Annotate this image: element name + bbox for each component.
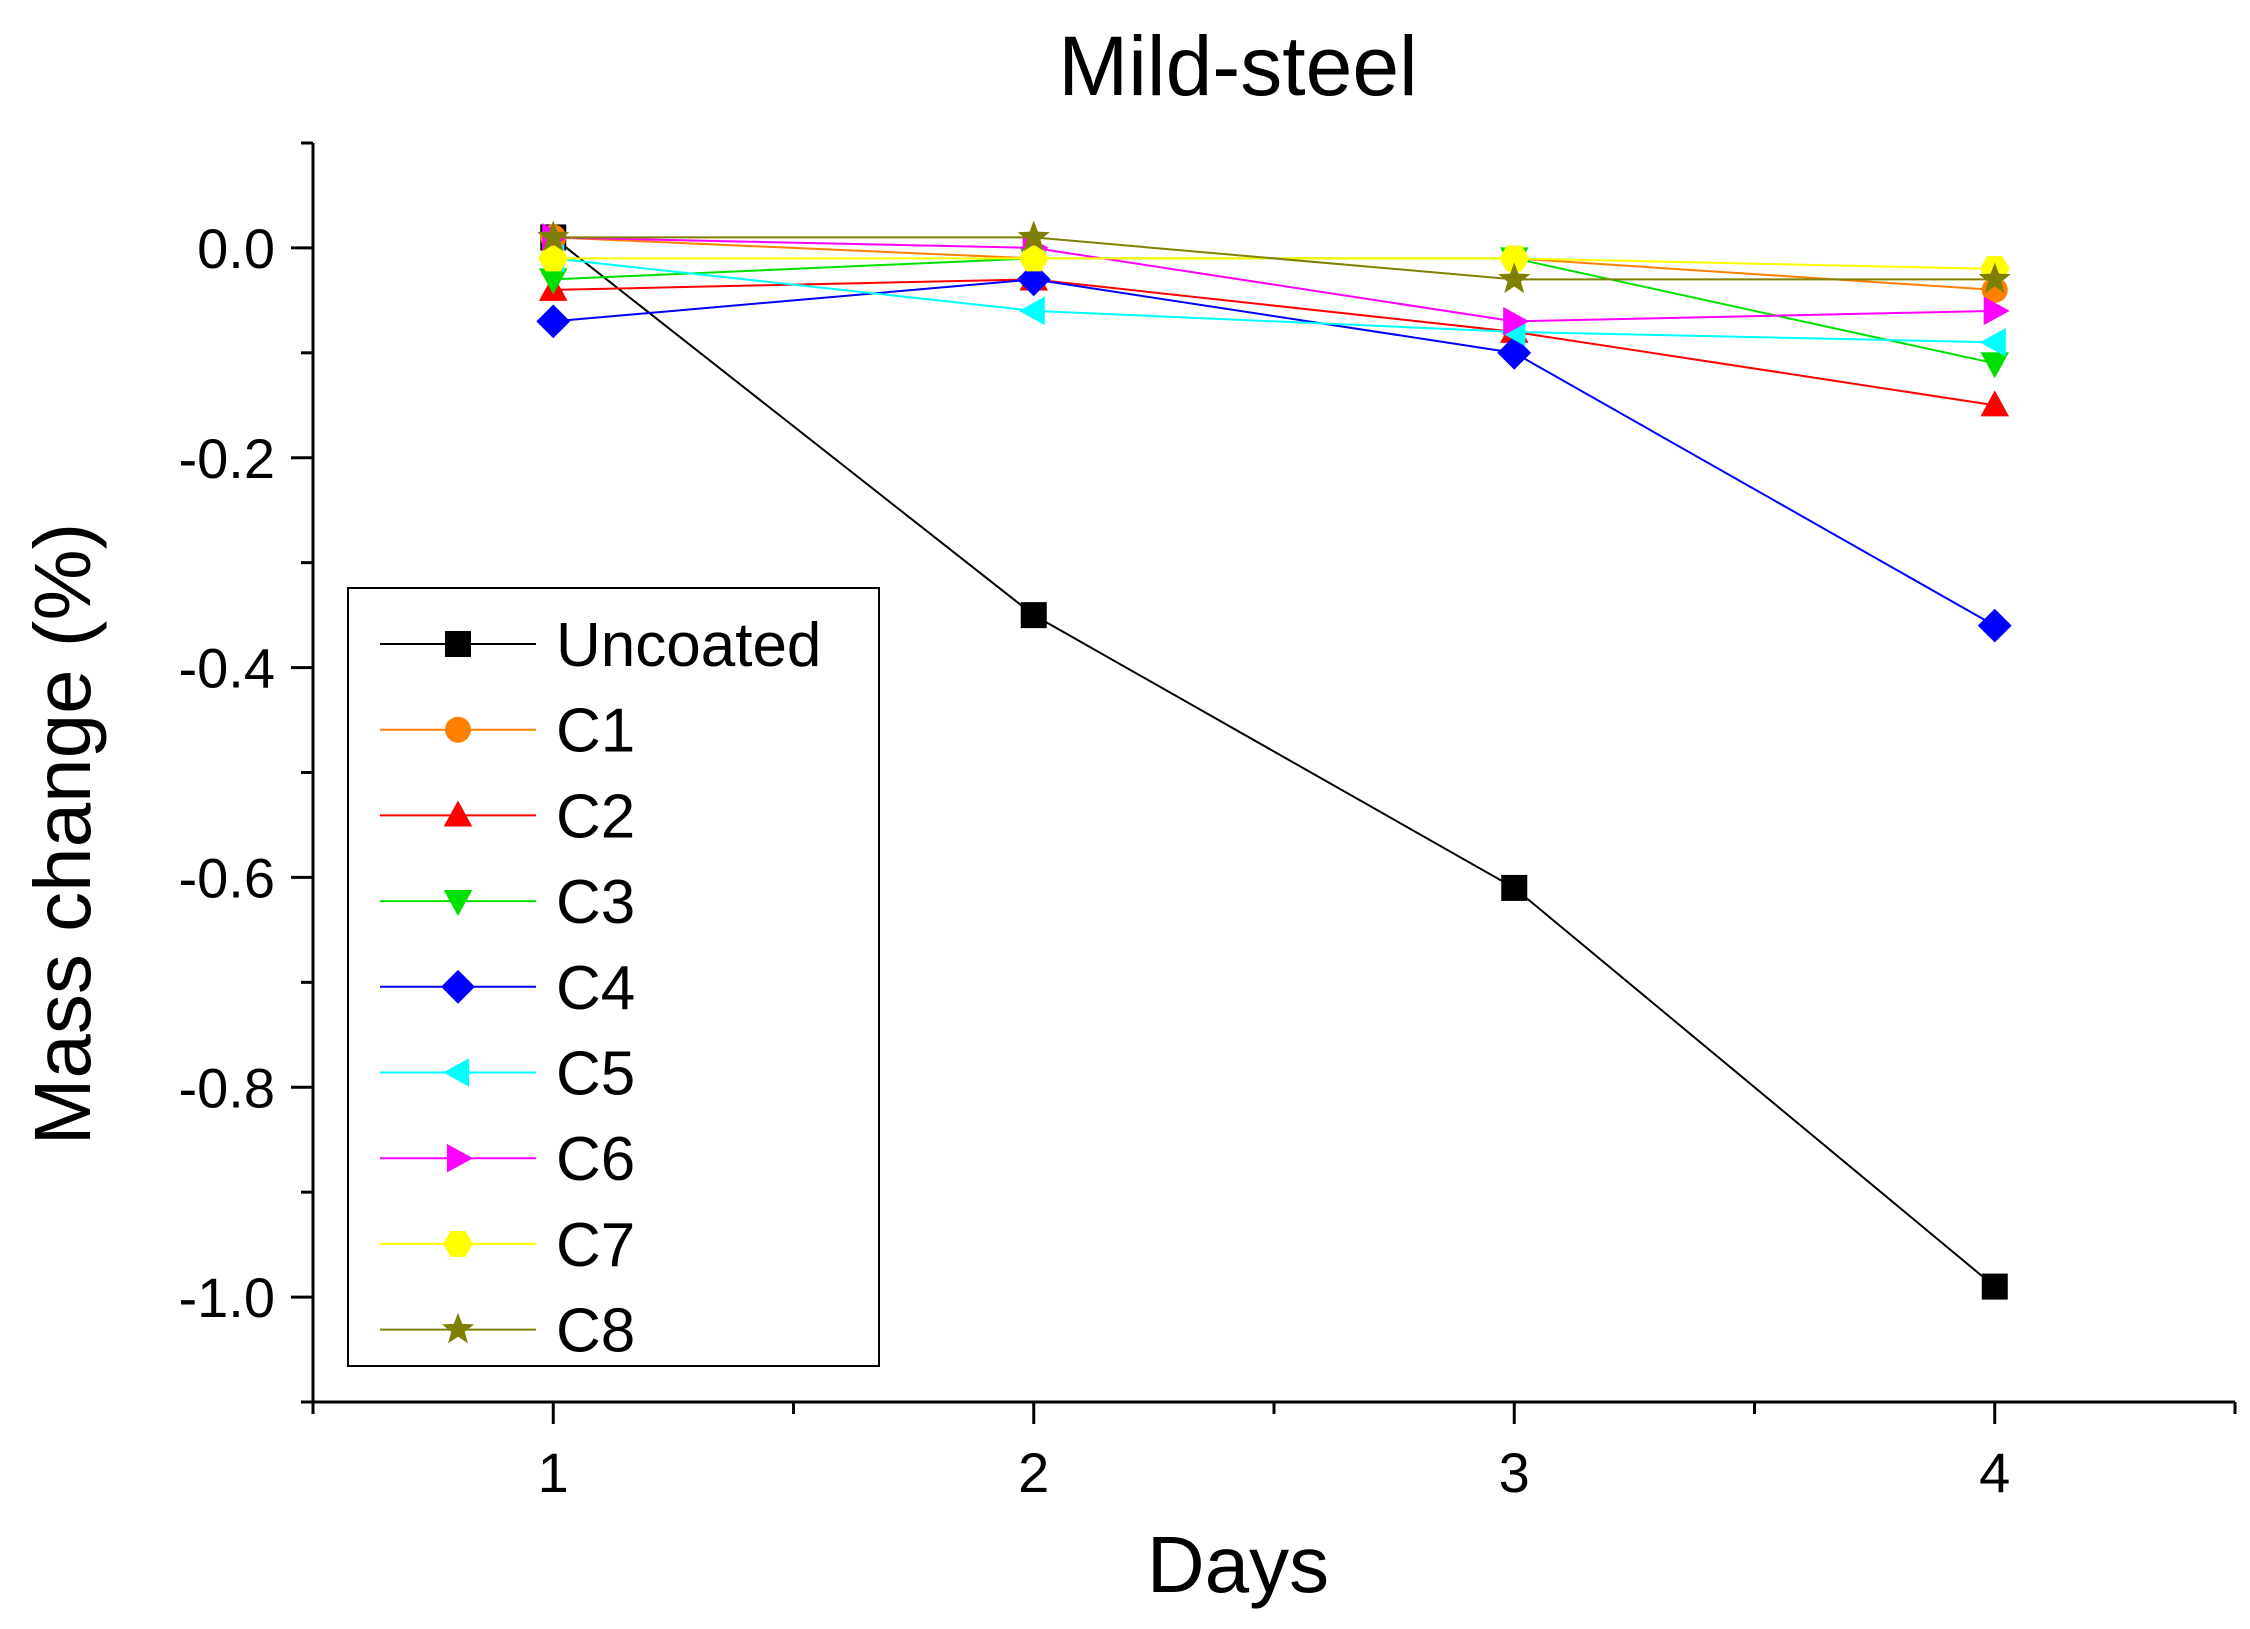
legend-marker	[441, 969, 475, 1004]
legend-marker	[443, 1058, 470, 1087]
data-point	[537, 220, 570, 252]
legend-marker	[443, 1230, 473, 1257]
legend-label: C7	[556, 1211, 635, 1280]
series-c3	[538, 247, 2010, 379]
x-tick-label: 2	[1018, 1441, 1049, 1504]
legend-marker	[443, 890, 473, 917]
y-tick-label: -0.6	[179, 846, 276, 909]
data-point	[1503, 307, 1530, 336]
x-tick-label: 3	[1499, 1441, 1530, 1504]
legend-label: C4	[556, 954, 635, 1023]
data-point	[1980, 352, 2010, 379]
series-line	[553, 278, 1995, 407]
y-tick-label: -0.2	[179, 427, 276, 490]
data-point	[1020, 602, 1047, 629]
y-tick-label: -0.8	[179, 1056, 276, 1119]
legend-label: C8	[556, 1297, 635, 1366]
data-point	[1016, 262, 1051, 297]
series-line	[553, 236, 1995, 281]
data-point	[538, 268, 568, 295]
series-c2	[538, 264, 2010, 417]
legend-label: C6	[556, 1125, 635, 1194]
ticks: 1 2 3 4 0.0 -0.2 -0.4 -0.6 -0.8 -1.0	[179, 141, 2237, 1504]
legend-marker	[445, 631, 471, 657]
data-point	[536, 304, 571, 339]
series-line	[553, 257, 1995, 365]
legend-box	[347, 587, 880, 1367]
data-point	[1980, 390, 2010, 417]
legend-item: C5	[380, 1040, 635, 1109]
series-line	[552, 236, 1996, 1288]
legend-marker	[445, 716, 471, 743]
series-line	[553, 257, 1995, 270]
legend-label: C1	[556, 697, 635, 766]
series-line	[553, 257, 1995, 344]
legend-label: C5	[556, 1040, 635, 1109]
legend-item: C3	[380, 868, 635, 937]
series-line	[553, 278, 1996, 627]
x-tick-label: 1	[538, 1441, 569, 1504]
data-point	[1979, 328, 2006, 357]
series-line	[553, 236, 1995, 323]
data-point	[1501, 874, 1528, 901]
legend-label: C3	[556, 868, 635, 937]
x-tick-label: 4	[1979, 1441, 2010, 1504]
legend-item: C1	[380, 697, 635, 766]
data-point	[1499, 245, 1530, 272]
legend-item: Uncoated	[380, 611, 821, 680]
data-point	[1018, 245, 1049, 272]
data-point	[1977, 608, 2012, 643]
y-axis-label: Mass change (%)	[18, 523, 107, 1145]
legend-item: C7	[380, 1211, 635, 1280]
data-point	[1983, 296, 2010, 326]
y-tick-label: 0.0	[197, 217, 275, 280]
data-point	[1981, 1273, 2008, 1300]
data-point	[1018, 296, 1045, 326]
y-tick-label: -0.4	[179, 637, 276, 700]
chart-title: Mild-steel	[1058, 19, 1417, 113]
series-c4	[536, 262, 2012, 643]
y-tick-label: -1.0	[179, 1266, 276, 1329]
x-axis-label: Days	[1147, 1520, 1329, 1609]
series-layer	[536, 220, 2012, 1300]
legend-item: C8	[380, 1297, 635, 1366]
legend-marker	[446, 1143, 473, 1173]
data-point	[1498, 262, 1531, 294]
data-point	[1017, 220, 1050, 252]
series-c8	[537, 220, 2011, 294]
legend-marker	[441, 1312, 475, 1344]
legend-label: Uncoated	[556, 611, 821, 680]
legend-label: C2	[556, 782, 635, 851]
data-point	[1978, 262, 2011, 294]
legend-item: C6	[380, 1125, 635, 1194]
legend-marker	[443, 800, 473, 827]
legend: Uncoated C1 C2 C3 C4 C5 C6 C7 C8	[347, 587, 880, 1367]
series-c5	[538, 244, 2006, 357]
legend-item: C4	[380, 954, 635, 1023]
legend-item: C2	[380, 782, 635, 851]
data-point	[538, 245, 569, 272]
